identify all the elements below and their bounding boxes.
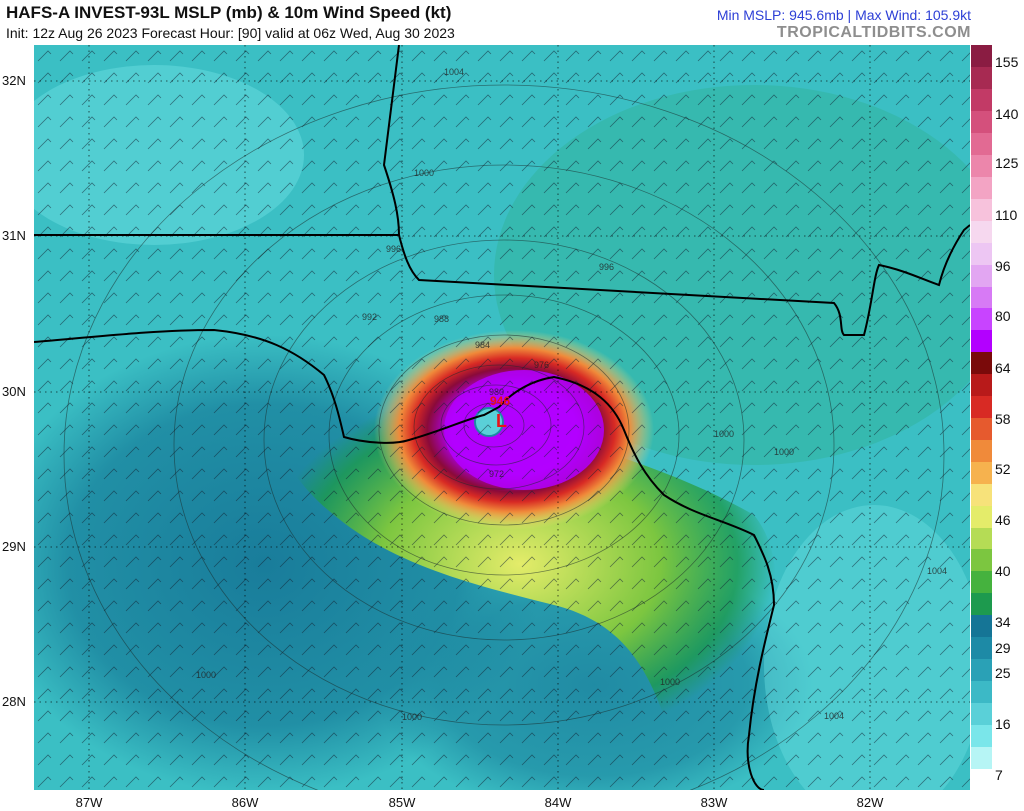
colorbar-segment	[971, 373, 992, 397]
colorbar-label: 140	[995, 106, 1019, 122]
isobar-label: 1000	[414, 168, 434, 178]
colorbar-segment	[971, 154, 992, 177]
forecast-map: 1004 1000 996 992 988 984 980 976 972 99…	[34, 45, 970, 790]
isobar-label: 1004	[927, 566, 947, 576]
colorbar-label: 125	[995, 155, 1019, 171]
colorbar-segment	[971, 66, 992, 90]
colorbar-segment	[971, 614, 992, 638]
lat-label: 32N	[2, 73, 26, 88]
isobar-label: 1000	[196, 670, 216, 680]
colorbar-segment	[971, 483, 992, 506]
colorbar-label: 155	[995, 54, 1019, 70]
colorbar-segment	[971, 527, 992, 550]
colorbar-segment	[971, 724, 992, 747]
isobar-label: 1000	[402, 712, 422, 722]
colorbar-segment	[971, 132, 992, 156]
colorbar-segment	[971, 110, 992, 134]
colorbar-segment	[971, 702, 992, 725]
isobar-labels: 1004 1000 996 992 988 984 980 976 972 99…	[196, 67, 947, 722]
min-pressure-value: 946	[490, 394, 510, 408]
lat-label: 30N	[2, 384, 26, 399]
lon-label: 86W	[231, 795, 259, 810]
colorbar-segment	[971, 592, 992, 616]
isobar-label: 1000	[774, 447, 794, 457]
map-title: HAFS-A INVEST-93L MSLP (mb) & 10m Wind S…	[6, 3, 452, 22]
lat-lon-grid	[34, 45, 970, 790]
lat-label: 29N	[2, 539, 26, 554]
isobar-label: 992	[362, 312, 377, 322]
map-subtitle: Init: 12z Aug 26 2023 Forecast Hour: [90…	[6, 25, 455, 41]
colorbar-segment	[971, 680, 992, 703]
colorbar-segment	[971, 329, 992, 353]
lon-label: 82W	[856, 795, 884, 810]
isobar-label: 1000	[714, 429, 734, 439]
colorbar-segment	[971, 636, 992, 660]
colorbar-label: 7	[995, 767, 1003, 783]
wind-speed-colorbar	[971, 45, 992, 791]
isobars	[63, 84, 945, 790]
colorbar-label: 34	[995, 614, 1011, 630]
colorbar-label: 64	[995, 360, 1011, 376]
isobar-label: 976	[534, 360, 549, 370]
isobar-label: 988	[434, 314, 449, 324]
colorbar-segment	[971, 768, 992, 791]
colorbar-label: 80	[995, 308, 1011, 324]
colorbar-segment	[971, 658, 992, 681]
colorbar-label: 58	[995, 411, 1011, 427]
colorbar-segment	[971, 461, 992, 484]
colorbar-label: 40	[995, 563, 1011, 579]
brand-watermark: TROPICALTIDBITS.COM	[776, 24, 971, 41]
wind-barbs	[34, 45, 970, 790]
colorbar-segment	[971, 198, 992, 221]
isobar-label: 972	[489, 469, 504, 479]
colorbar-label: 52	[995, 461, 1011, 477]
isobar-label: 984	[475, 340, 490, 350]
colorbar-segment	[971, 439, 992, 462]
lon-label: 84W	[544, 795, 572, 810]
lat-label: 31N	[2, 228, 26, 243]
colorbar-segment	[971, 286, 992, 309]
colorbar-label: 16	[995, 716, 1011, 732]
colorbar-segment	[971, 88, 992, 112]
lon-label: 87W	[75, 795, 103, 810]
colorbar-segment	[971, 505, 992, 528]
colorbar-segment	[971, 242, 992, 265]
isobar-label: 1000	[660, 677, 680, 687]
isobar-label: 996	[599, 262, 614, 272]
lat-label: 28N	[2, 694, 26, 709]
low-pressure-center-label: L	[496, 411, 507, 431]
colorbar-label: 25	[995, 665, 1011, 681]
lon-label: 85W	[388, 795, 416, 810]
colorbar-segment	[971, 307, 992, 331]
colorbar-segment	[971, 351, 992, 375]
colorbar-label: 96	[995, 258, 1011, 274]
colorbar-label: 46	[995, 512, 1011, 528]
colorbar-segment	[971, 264, 992, 287]
colorbar-label: 29	[995, 640, 1011, 656]
colorbar-segment	[971, 395, 992, 418]
map-canvas: 1004 1000 996 992 988 984 980 976 972 99…	[34, 45, 970, 790]
isobar-label: 996	[386, 244, 401, 254]
colorbar-segment	[971, 746, 992, 769]
colorbar-segment	[971, 220, 992, 243]
isobar-label: 980	[489, 387, 504, 397]
colorbar-segment	[971, 548, 992, 572]
colorbar-segment	[971, 45, 992, 68]
coastline-and-borders	[34, 45, 970, 790]
colorbar-segment	[971, 417, 992, 440]
isobar-label: 1004	[824, 711, 844, 721]
storm-stats: Min MSLP: 945.6mb | Max Wind: 105.9kt	[716, 7, 971, 23]
colorbar-segment	[971, 570, 992, 594]
colorbar-label: 110	[995, 207, 1018, 223]
colorbar-segment	[971, 176, 992, 199]
lon-label: 83W	[700, 795, 728, 810]
isobar-label: 1004	[444, 67, 464, 77]
